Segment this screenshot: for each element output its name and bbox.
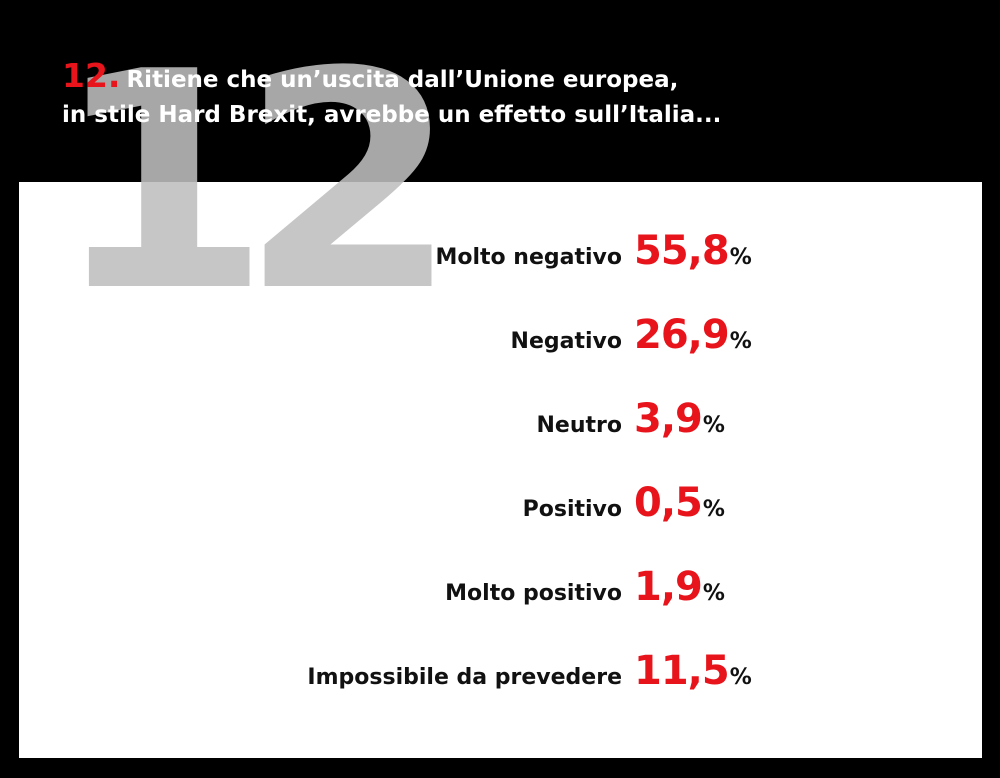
question-title: 12. Ritiene che un’uscita dall’Unione eur… [62, 58, 721, 133]
result-value-group: 0,5% [634, 480, 725, 526]
result-value: 11,5 [634, 648, 730, 694]
result-row: Positivo 0,5% [0, 472, 1000, 532]
result-label: Molto negativo [435, 245, 622, 270]
result-label: Impossibile da prevedere [307, 665, 622, 690]
percent-sign: % [702, 413, 725, 438]
answers-panel [19, 182, 982, 758]
question-number-watermark: 12 [52, 8, 459, 357]
percent-sign: % [729, 245, 752, 270]
question-line-1: 12. Ritiene che un’uscita dall’Unione eur… [62, 58, 721, 98]
result-value: 1,9 [634, 564, 703, 610]
result-value-group: 55,8% [634, 228, 752, 274]
result-label: Molto positivo [445, 581, 622, 606]
question-text-1: Ritiene che un’uscita dall’Unione europe… [126, 67, 679, 93]
result-row: Negativo 26,9% [0, 304, 1000, 364]
result-label: Neutro [536, 413, 622, 438]
result-value: 55,8 [634, 228, 730, 274]
result-label: Positivo [522, 497, 622, 522]
percent-sign: % [729, 665, 752, 690]
percent-sign: % [729, 329, 752, 354]
result-row: Neutro 3,9% [0, 388, 1000, 448]
result-label: Negativo [510, 329, 622, 354]
percent-sign: % [702, 497, 725, 522]
result-row: Impossibile da prevedere 11,5% [0, 640, 1000, 700]
question-line-2: in stile Hard Brexit, avrebbe un effetto… [62, 102, 722, 128]
result-value: 0,5 [634, 480, 703, 526]
result-value-group: 11,5% [634, 648, 752, 694]
result-value: 3,9 [634, 396, 703, 442]
result-row: Molto negativo 55,8% [0, 220, 1000, 280]
percent-sign: % [702, 581, 725, 606]
result-row: Molto positivo 1,9% [0, 556, 1000, 616]
result-value-group: 1,9% [634, 564, 725, 610]
result-value: 26,9 [634, 312, 730, 358]
question-number: 12. [62, 56, 121, 95]
result-value-group: 3,9% [634, 396, 725, 442]
result-value-group: 26,9% [634, 312, 752, 358]
